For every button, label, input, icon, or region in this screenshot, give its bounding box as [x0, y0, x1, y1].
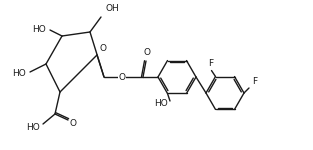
Text: OH: OH	[105, 4, 119, 13]
Text: O: O	[99, 44, 106, 53]
Text: O: O	[143, 48, 151, 57]
Text: HO: HO	[32, 24, 46, 33]
Text: F: F	[252, 77, 257, 86]
Text: HO: HO	[26, 123, 40, 132]
Text: HO: HO	[154, 99, 168, 108]
Text: HO: HO	[12, 69, 26, 78]
Text: F: F	[208, 58, 213, 68]
Text: O: O	[119, 72, 126, 81]
Text: O: O	[70, 118, 77, 127]
